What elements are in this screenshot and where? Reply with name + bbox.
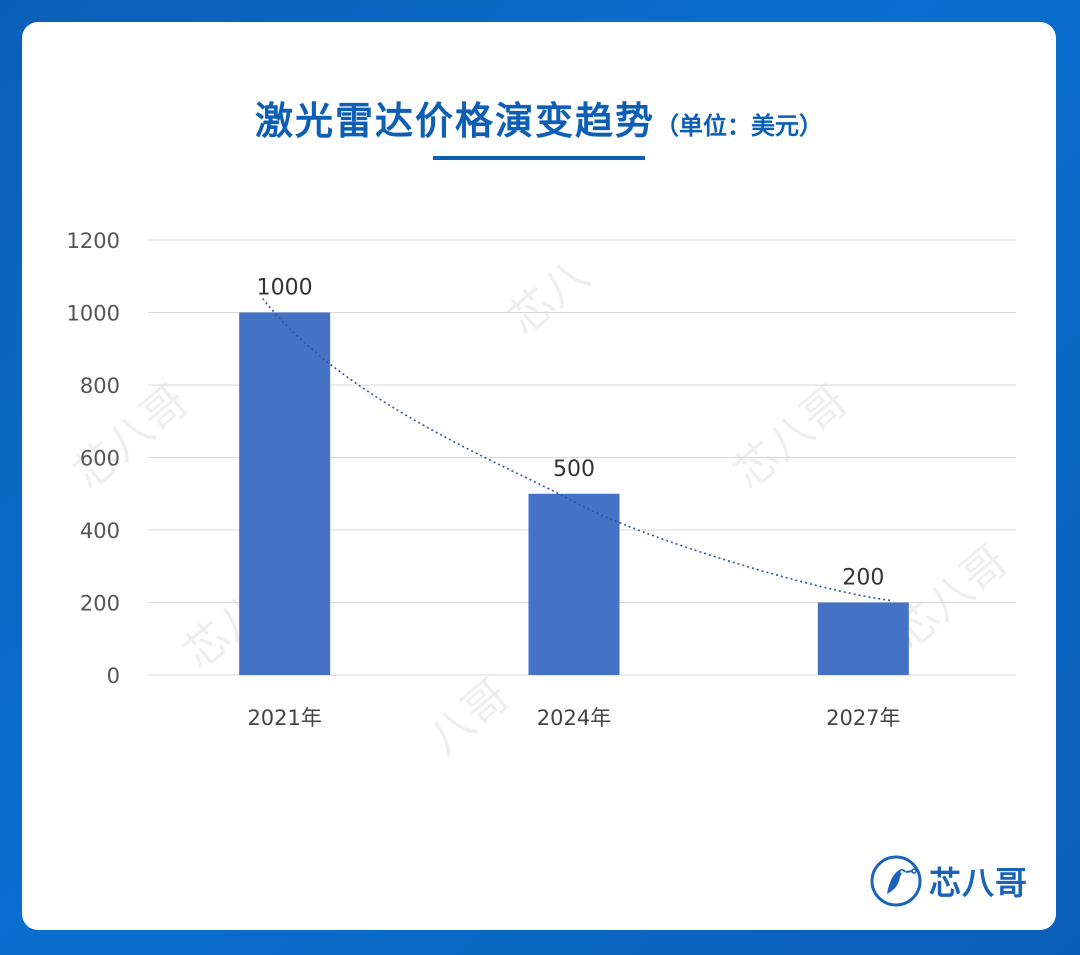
brand-logo: 芯八哥 bbox=[869, 854, 1028, 908]
x-tick-label: 2021年 bbox=[247, 706, 321, 730]
y-tick-label: 800 bbox=[80, 374, 120, 398]
y-tick-label: 0 bbox=[107, 664, 120, 688]
chart-subtitle: （单位：美元） bbox=[655, 112, 823, 140]
trendline bbox=[262, 298, 892, 602]
title-row: 激光雷达价格演变趋势（单位：美元） bbox=[22, 90, 1056, 145]
title-underline bbox=[433, 156, 645, 160]
data-labels: 1000 500 200 bbox=[257, 276, 885, 591]
brand-name: 芯八哥 bbox=[928, 864, 1028, 902]
chart-title: 激光雷达价格演变趋势 bbox=[254, 99, 655, 143]
data-label: 200 bbox=[842, 566, 884, 591]
chart-card: 激光雷达价格演变趋势（单位：美元） 芯八哥 芯八 芯八哥 芯八哥 芯八哥 八哥 … bbox=[22, 22, 1056, 930]
bird-icon bbox=[870, 855, 922, 907]
bar bbox=[528, 493, 620, 675]
data-label: 500 bbox=[553, 457, 595, 482]
y-tick-label: 200 bbox=[80, 592, 120, 616]
x-axis-category-labels: 2021年 2024年 2027年 bbox=[247, 706, 900, 730]
trendline-path bbox=[262, 298, 892, 602]
bars bbox=[239, 312, 909, 675]
x-tick-label: 2024年 bbox=[537, 706, 611, 730]
bar bbox=[817, 602, 909, 675]
data-label: 1000 bbox=[257, 276, 313, 301]
y-tick-label: 400 bbox=[80, 519, 120, 543]
x-tick-label: 2027年 bbox=[826, 706, 900, 730]
y-axis-tick-labels: 0 200 400 600 800 1000 1200 bbox=[67, 229, 120, 688]
y-tick-label: 1000 bbox=[67, 302, 120, 326]
y-tick-label: 600 bbox=[80, 447, 120, 471]
y-tick-label: 1200 bbox=[67, 229, 120, 253]
bar bbox=[239, 312, 331, 675]
